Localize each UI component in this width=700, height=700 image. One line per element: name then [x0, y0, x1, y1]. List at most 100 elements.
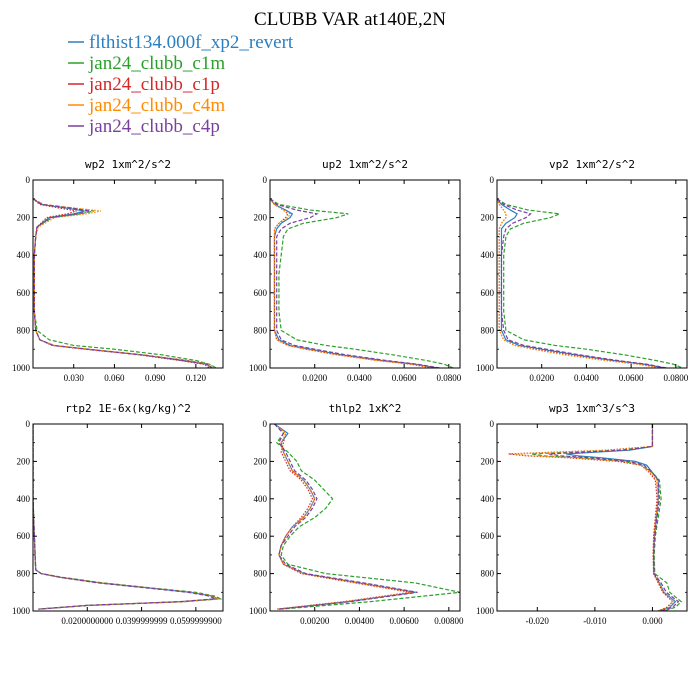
y-tick-label: 1000 [12, 363, 31, 373]
chart-panel: thlp2 1xK^2 0 200 400 600 800 1000 0.00200 0.004… [249, 402, 464, 626]
series-line [274, 424, 460, 610]
series-line [33, 424, 220, 610]
x-tick-label: 0.00400 [345, 616, 375, 626]
y-tick-label: 0 [26, 419, 31, 429]
series-line [270, 198, 436, 368]
chart-panel: rtp2 1E-6x(kg/kg)^2 0 200 400 600 800 1000 0.02… [12, 402, 224, 626]
y-tick-label: 600 [254, 531, 268, 541]
x-tick-label: 0.0400 [574, 373, 599, 383]
y-tick-label: 0 [490, 419, 495, 429]
y-tick-label: 0 [490, 175, 495, 185]
series-line [497, 198, 667, 368]
y-tick-label: 1000 [249, 606, 268, 616]
series-line [274, 424, 414, 610]
y-tick-label: 1000 [476, 363, 495, 373]
y-tick-label: 200 [481, 456, 495, 466]
y-tick-label: 400 [254, 494, 268, 504]
y-tick-label: 0 [26, 175, 31, 185]
series-line [33, 424, 220, 610]
y-tick-label: 800 [254, 569, 268, 579]
x-tick-label: 0.0600 [619, 373, 644, 383]
legend-entry: jan24_clubb_c4m [88, 95, 225, 116]
panel-title: thlp2 1xK^2 [329, 402, 402, 415]
y-tick-label: 800 [481, 569, 495, 579]
x-tick-label: 0.030 [64, 373, 85, 383]
chart-panel: wp2 1xm^2/s^2 0 200 400 600 800 1000 0.030 0.060… [12, 158, 224, 383]
series-line [497, 198, 661, 368]
x-tick-label: 0.090 [145, 373, 166, 383]
x-tick-label: 0.0400 [347, 373, 372, 383]
series-line [270, 198, 438, 368]
y-tick-label: 800 [254, 325, 268, 335]
x-tick-label: 0.0600 [392, 373, 417, 383]
x-tick-label: 0.0200 [529, 373, 554, 383]
y-tick-label: 1000 [476, 606, 495, 616]
series-line [270, 198, 434, 368]
y-tick-label: 800 [481, 325, 495, 335]
y-tick-label: 600 [17, 288, 31, 298]
y-tick-label: 0 [263, 419, 268, 429]
x-tick-label: 0.0800 [436, 373, 461, 383]
panel-title: rtp2 1E-6x(kg/kg)^2 [65, 402, 191, 415]
legend-entry: jan24_clubb_c4p [88, 116, 220, 137]
y-tick-label: 400 [481, 250, 495, 260]
y-tick-label: 800 [17, 325, 31, 335]
chart-panel: vp2 1xm^2/s^2 0 200 400 600 800 1000 0.0200 0.04… [476, 158, 689, 383]
y-tick-label: 200 [254, 213, 268, 223]
legend-entry: flthist134.000f_xp2_revert [89, 32, 294, 53]
y-tick-label: 600 [17, 531, 31, 541]
series-line [497, 198, 683, 368]
x-tick-label: -0.010 [583, 616, 607, 626]
legend-entry: jan24_clubb_c1m [88, 53, 225, 74]
x-tick-label: 0.060 [104, 373, 125, 383]
series-line [270, 198, 454, 368]
series-line [33, 424, 218, 610]
panel-title: vp2 1xm^2/s^2 [549, 158, 635, 171]
x-tick-label: 0.120 [186, 373, 207, 383]
x-tick-label: -0.020 [526, 616, 550, 626]
y-tick-label: 200 [17, 456, 31, 466]
y-tick-label: 600 [481, 531, 495, 541]
series-line [33, 198, 217, 368]
x-tick-label: 0.00800 [434, 616, 464, 626]
y-tick-label: 400 [17, 250, 31, 260]
y-tick-label: 400 [254, 250, 268, 260]
y-tick-label: 200 [254, 456, 268, 466]
x-tick-label: 0.0399999999 [116, 616, 168, 626]
x-tick-label: 0.0200 [302, 373, 327, 383]
y-tick-label: 400 [17, 494, 31, 504]
x-tick-label: 0.0800 [663, 373, 688, 383]
x-tick-label: 0.0599999900 [170, 616, 222, 626]
y-tick-label: 600 [481, 288, 495, 298]
panel-title: up2 1xm^2/s^2 [322, 158, 408, 171]
series-line [270, 198, 440, 368]
chart-panels: wp2 1xm^2/s^2 0 200 400 600 800 1000 0.030 0.060… [12, 158, 689, 626]
x-tick-label: 0.0200000000 [61, 616, 113, 626]
panel-title: wp2 1xm^2/s^2 [85, 158, 171, 171]
series-line [274, 424, 411, 610]
legend: flthist134.000f_xp2_revertjan24_clubb_c1… [68, 32, 294, 137]
y-tick-label: 600 [254, 288, 268, 298]
series-line [548, 424, 680, 611]
series-line [33, 198, 213, 368]
series-line [531, 424, 683, 611]
figure-title: CLUBB VAR at140E,2N [254, 9, 446, 30]
y-tick-label: 400 [481, 494, 495, 504]
plot-frame [32, 423, 224, 612]
y-tick-label: 1000 [12, 606, 31, 616]
series-line [33, 424, 223, 610]
y-tick-label: 800 [17, 569, 31, 579]
x-tick-label: 0.00200 [300, 616, 330, 626]
series-line [508, 424, 674, 611]
y-tick-label: 0 [263, 175, 268, 185]
y-tick-label: 1000 [249, 363, 268, 373]
series-line [514, 424, 676, 611]
series-line [274, 424, 418, 610]
x-tick-label: 0.00600 [389, 616, 419, 626]
legend-entry: jan24_clubb_c1p [88, 74, 220, 95]
chart-panel: up2 1xm^2/s^2 0 200 400 600 800 1000 0.0200 0.04… [249, 158, 462, 383]
chart-panel: wp3 1xm^3/s^3 0 200 400 600 800 1000 -0.020 -0.0… [476, 402, 688, 626]
panel-title: wp3 1xm^3/s^3 [549, 402, 635, 415]
y-tick-label: 200 [17, 213, 31, 223]
